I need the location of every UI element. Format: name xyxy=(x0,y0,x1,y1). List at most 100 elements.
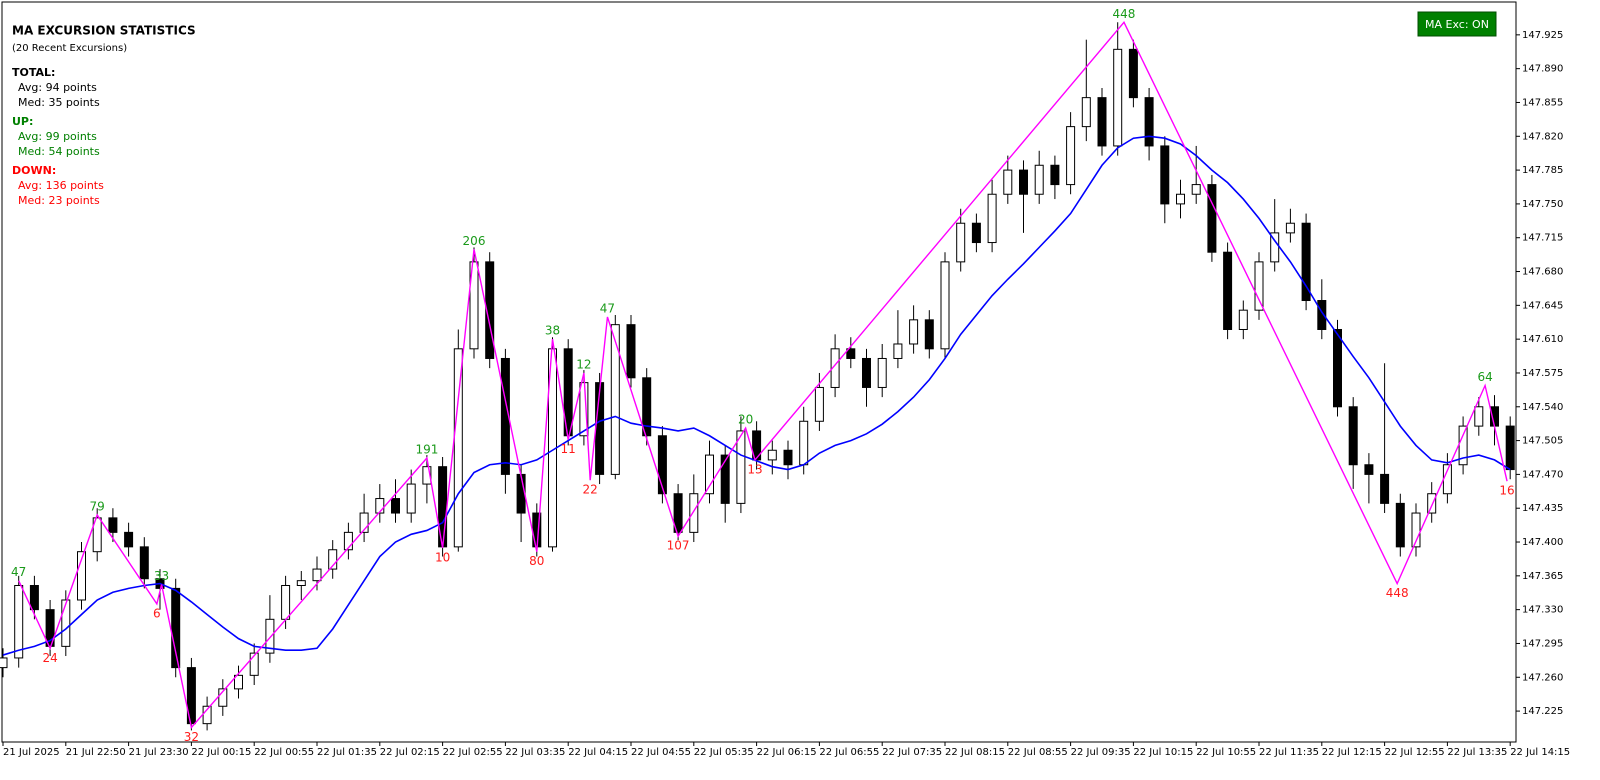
candle-body xyxy=(1191,184,1201,195)
candle-body xyxy=(359,512,369,533)
panel-subtitle: (20 Recent Excursions) xyxy=(12,43,127,54)
candle-body xyxy=(862,357,871,388)
excursion-label: 10 xyxy=(435,550,450,564)
y-tick-label: 147.680 xyxy=(1522,267,1563,278)
candle-body xyxy=(783,449,793,466)
candle-body xyxy=(1380,473,1390,504)
candle-body xyxy=(1097,97,1107,147)
candle-body xyxy=(1128,48,1138,99)
excursion-label: 47 xyxy=(11,565,26,579)
x-tick-label: 21 Jul 23:30 xyxy=(129,747,189,758)
excursion-label: 16 xyxy=(1499,484,1514,498)
section-heading: UP: xyxy=(12,115,33,128)
candle-body xyxy=(1333,328,1342,408)
excursion-label: 448 xyxy=(1113,7,1136,21)
plot-area: 47 24 79 6 33 32 191 10 206 80 38 11 12 22 47 107 20 13 44… xyxy=(0,7,1515,744)
x-tick-label: 22 Jul 13:35 xyxy=(1447,747,1507,758)
candle-body xyxy=(312,568,322,582)
x-tick-label: 22 Jul 09:35 xyxy=(1071,747,1131,758)
y-tick-label: 147.645 xyxy=(1522,300,1563,311)
x-tick-label: 22 Jul 05:35 xyxy=(694,747,754,758)
candle-body xyxy=(1034,164,1044,195)
candle-body xyxy=(610,324,620,475)
candle-body xyxy=(328,549,338,570)
y-tick-label: 147.295 xyxy=(1522,638,1563,649)
candle-body xyxy=(171,587,181,669)
candle-body xyxy=(485,261,495,359)
x-tick-label: 22 Jul 03:35 xyxy=(505,747,565,758)
panel-title: MA EXCURSION STATISTICS xyxy=(12,24,196,38)
excursion-label: 64 xyxy=(1477,370,1492,384)
x-tick-label: 22 Jul 04:15 xyxy=(568,747,628,758)
candle-body xyxy=(987,193,997,244)
x-tick-label: 22 Jul 02:15 xyxy=(380,747,440,758)
candle-body xyxy=(1474,406,1484,427)
candle-body xyxy=(924,319,934,350)
candle-body xyxy=(657,435,667,495)
candle-body xyxy=(1176,193,1185,205)
candle-body xyxy=(846,348,856,359)
x-tick-label: 22 Jul 14:15 xyxy=(1510,747,1570,758)
candle-body xyxy=(1081,97,1091,128)
candle-body xyxy=(61,599,71,647)
candle-body xyxy=(940,261,950,350)
candle-body xyxy=(516,473,526,514)
y-tick-label: 147.890 xyxy=(1522,64,1563,75)
candle-body xyxy=(1317,300,1327,330)
candle-body xyxy=(1301,222,1311,302)
toggle-button[interactable]: MA Exc: ON xyxy=(1417,11,1497,37)
candle-body xyxy=(1364,464,1374,475)
candle-body xyxy=(1160,145,1170,205)
excursion-label: 448 xyxy=(1386,586,1409,600)
candle-body xyxy=(14,584,24,659)
candle-body xyxy=(799,420,809,466)
candle-body xyxy=(736,430,746,504)
candle-body xyxy=(1223,251,1233,330)
section-heading: TOTAL: xyxy=(12,66,55,79)
candle-body xyxy=(1207,184,1217,253)
excursion-label: 32 xyxy=(184,730,199,744)
x-tick-label: 22 Jul 10:55 xyxy=(1196,747,1256,758)
excursion-label: 33 xyxy=(154,569,169,583)
zigzag-line xyxy=(18,21,1508,730)
candle-body xyxy=(29,584,39,611)
section-line: Med: 23 points xyxy=(18,194,100,207)
candle-body xyxy=(767,449,777,461)
x-tick-label: 22 Jul 10:15 xyxy=(1133,747,1193,758)
y-tick-label: 147.925 xyxy=(1522,30,1563,41)
candle-body xyxy=(249,652,259,676)
candle-body xyxy=(124,531,134,548)
y-tick-label: 147.750 xyxy=(1522,199,1563,210)
excursion-label: 22 xyxy=(583,483,598,497)
moving-average-line xyxy=(2,135,1511,656)
y-tick-label: 147.330 xyxy=(1522,605,1563,616)
x-tick-label: 22 Jul 08:55 xyxy=(1008,747,1068,758)
candle-body xyxy=(1238,309,1248,330)
y-tick-label: 147.820 xyxy=(1522,131,1563,142)
section-line: Avg: 99 points xyxy=(18,130,97,143)
candle-body xyxy=(1050,164,1060,186)
section-line: Avg: 94 points xyxy=(18,81,97,94)
candle-body xyxy=(720,454,730,504)
candle-body xyxy=(375,498,385,514)
candle-body xyxy=(830,348,840,388)
candle-body xyxy=(92,517,102,553)
excursion-label: 80 xyxy=(529,554,544,568)
button-label[interactable]: MA Exc: ON xyxy=(1425,18,1489,31)
y-tick-label: 147.505 xyxy=(1522,436,1563,447)
candle-body xyxy=(877,357,887,388)
x-tick-label: 21 Jul 2025 xyxy=(3,747,60,758)
x-tick-label: 22 Jul 06:15 xyxy=(757,747,817,758)
x-tick-label: 22 Jul 12:15 xyxy=(1322,747,1382,758)
excursion-label: 6 xyxy=(153,606,161,620)
x-tick-label: 22 Jul 07:35 xyxy=(882,747,942,758)
x-tick-label: 22 Jul 04:55 xyxy=(631,747,691,758)
candle-body xyxy=(391,498,400,514)
candle-body xyxy=(1254,261,1264,311)
section-line: Med: 35 points xyxy=(18,96,100,109)
candle-body xyxy=(1019,169,1028,195)
excursion-label: 107 xyxy=(667,539,690,553)
button-background[interactable] xyxy=(1417,11,1497,37)
candle-body xyxy=(1066,126,1076,186)
